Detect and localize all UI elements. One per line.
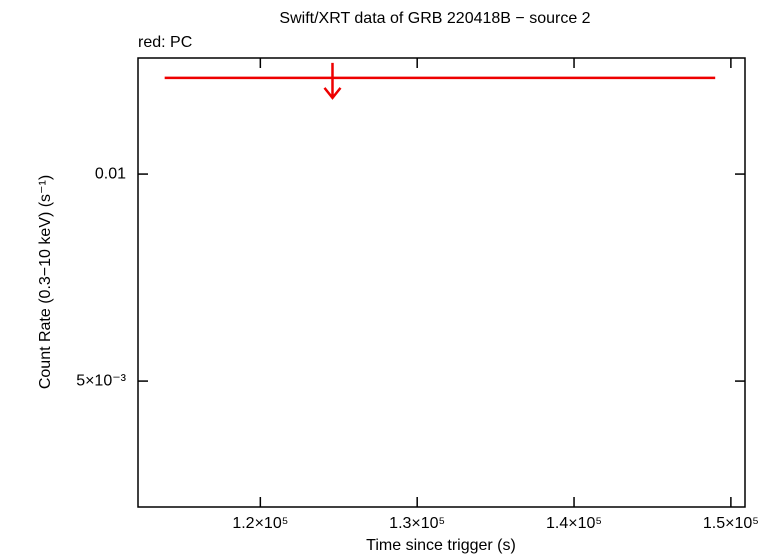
chart-subtitle: red: PC (138, 34, 192, 51)
x-axis-label: Time since trigger (s) (366, 537, 516, 554)
y-axis-label: Count Rate (0.3−10 keV) (s⁻¹) (37, 175, 54, 389)
x-tick-label: 1.5×10⁵ (703, 515, 759, 532)
upper-limit-arrow (323, 62, 342, 100)
x-tick-label: 1.4×10⁵ (546, 515, 602, 532)
y-tick-label: 0.01 (95, 165, 126, 182)
chart-title: Swift/XRT data of GRB 220418B − source 2 (279, 10, 590, 27)
x-tick-label: 1.2×10⁵ (232, 515, 288, 532)
y-tick-label: 5×10⁻³ (76, 372, 126, 389)
plot-frame (137, 57, 746, 508)
x-tick-label: 1.3×10⁵ (389, 515, 445, 532)
